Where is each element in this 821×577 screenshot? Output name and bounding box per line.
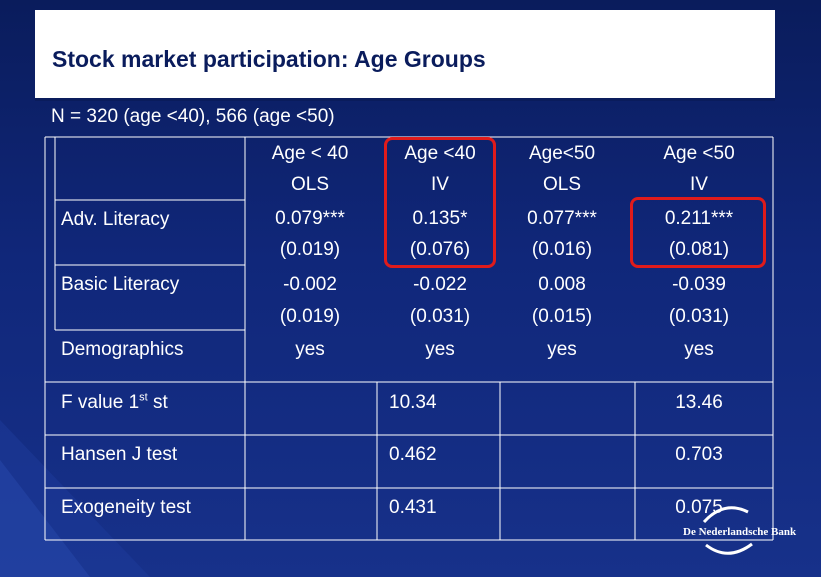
cell-adv-literacy-age50-ols-se: (0.016) xyxy=(531,239,593,260)
test-exogeneity-age50-iv: 0.075 xyxy=(675,497,723,518)
cell-adv-literacy-age50-ols-coef: 0.077*** xyxy=(527,208,597,229)
cell-adv-literacy-age50-iv-se: (0.081) xyxy=(668,239,730,260)
highlight-age50-iv xyxy=(630,197,766,268)
cell-basic-literacy-age50-iv-se: (0.031) xyxy=(668,306,730,327)
cell-demographics-age50-ols: yes xyxy=(547,339,577,360)
dnb-logo: De Nederlandsche Bank xyxy=(683,526,797,538)
col-header-age40-ols: Age < 40 xyxy=(271,143,349,164)
cell-basic-literacy-age40-iv-coef: -0.022 xyxy=(413,274,467,295)
test-exogeneity-age40-iv: 0.431 xyxy=(389,497,437,518)
col-header-age50-iv-method: IV xyxy=(690,174,708,195)
row-label-basic-literacy: Basic Literacy xyxy=(61,274,180,295)
highlight-age40-iv xyxy=(384,137,496,268)
cell-adv-literacy-age50-iv-coef: 0.211*** xyxy=(664,208,734,229)
cell-adv-literacy-age40-iv-se: (0.076) xyxy=(409,239,471,260)
cell-basic-literacy-age40-ols-coef: -0.002 xyxy=(283,274,337,295)
col-header-age40-ols-method: OLS xyxy=(290,174,330,195)
col-header-age50-ols-method: OLS xyxy=(542,174,582,195)
col-header-age50-iv: Age <50 xyxy=(663,143,735,164)
cell-basic-literacy-age50-iv-coef: -0.039 xyxy=(672,274,726,295)
cell-adv-literacy-age40-ols-coef: 0.079*** xyxy=(275,208,345,229)
sample-size-note: N = 320 (age <40), 566 (age <50) xyxy=(51,106,335,127)
cell-adv-literacy-age40-iv-coef: 0.135* xyxy=(412,208,468,229)
test-hansen-j-age40-iv: 0.462 xyxy=(389,444,437,465)
test-f-value-age50-iv: 13.46 xyxy=(675,392,723,413)
row-label-demographics: Demographics xyxy=(61,339,184,360)
test-f-value-age40-iv: 10.34 xyxy=(389,392,437,413)
test-hansen-j-age50-iv: 0.703 xyxy=(675,444,723,465)
test-label-hansen-j: Hansen J test xyxy=(61,444,178,465)
col-header-age40-iv-method: IV xyxy=(431,174,449,195)
cell-adv-literacy-age40-ols-se: (0.019) xyxy=(279,239,341,260)
row-label-adv-literacy: Adv. Literacy xyxy=(61,209,170,230)
col-header-age40-iv: Age <40 xyxy=(404,143,476,164)
test-label-f-value: F value 1st st xyxy=(61,391,168,413)
cell-demographics-age40-ols: yes xyxy=(295,339,325,360)
col-header-age50-ols: Age<50 xyxy=(528,143,596,164)
test-label-exogeneity: Exogeneity test xyxy=(61,497,191,518)
cell-basic-literacy-age50-ols-se: (0.015) xyxy=(531,306,593,327)
cell-basic-literacy-age50-ols-coef: 0.008 xyxy=(538,274,586,295)
cell-demographics-age40-iv: yes xyxy=(425,339,455,360)
title-banner xyxy=(35,10,775,101)
cell-basic-literacy-age40-iv-se: (0.031) xyxy=(409,306,471,327)
slide-title: Stock market participation: Age Groups xyxy=(52,46,486,72)
cell-demographics-age50-iv: yes xyxy=(684,339,714,360)
cell-basic-literacy-age40-ols-se: (0.019) xyxy=(279,306,341,327)
